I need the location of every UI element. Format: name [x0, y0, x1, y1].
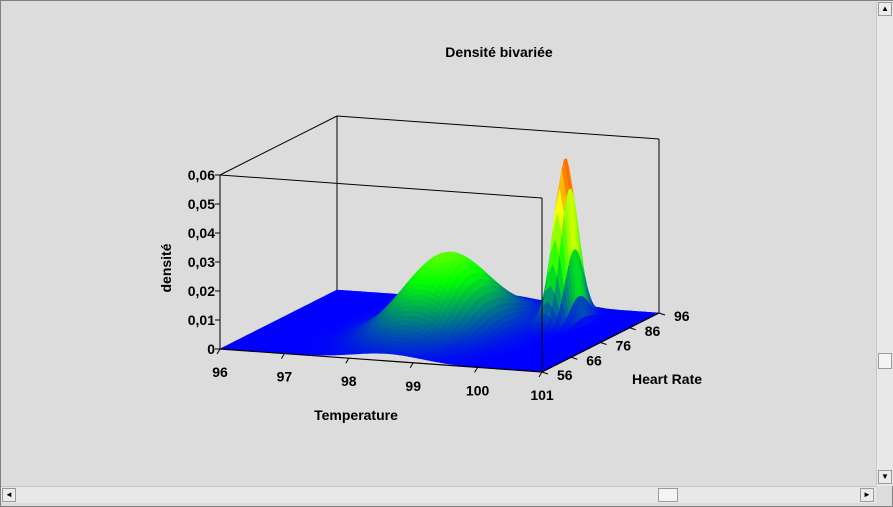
scroll-up-button[interactable]: ▲ [878, 2, 892, 16]
vertical-scrollbar[interactable]: ▲ ▼ [876, 1, 893, 486]
x-tick [538, 371, 543, 378]
x-tick-label: 97 [277, 369, 293, 385]
y-tick [541, 371, 549, 375]
z-axis-title: densité [158, 243, 174, 292]
box-edge [219, 348, 543, 373]
chart-title: Densité bivariée [445, 44, 553, 60]
horizontal-scroll-thumb[interactable] [658, 488, 678, 502]
y-tick-label: 86 [645, 323, 661, 339]
y-tick [658, 312, 666, 316]
x-tick [280, 353, 285, 359]
scroll-left-button[interactable]: ◄ [2, 488, 16, 502]
y-tick-label: 56 [557, 367, 573, 383]
x-tick [216, 348, 221, 355]
y-tick-label: 96 [674, 308, 690, 324]
z-tick-label: 0 [207, 341, 215, 357]
arrow-up-icon: ▲ [881, 4, 889, 13]
z-tick-label: 0,05 [188, 196, 215, 212]
x-tick-label: 98 [341, 373, 357, 389]
x-axis-title: Temperature [314, 407, 398, 423]
horizontal-scrollbar[interactable]: ◄ ► [1, 486, 876, 503]
x-tick-label: 99 [405, 378, 421, 394]
z-tick-label: 0,06 [188, 167, 215, 183]
box-edge [336, 115, 660, 140]
z-tick-label: 0,03 [188, 254, 215, 270]
scroll-down-button[interactable]: ▼ [878, 470, 892, 484]
x-tick [409, 362, 414, 369]
z-tick-label: 0,01 [188, 312, 215, 328]
y-axis-title: Heart Rate [632, 371, 702, 387]
y-tick [629, 327, 636, 331]
box-edge [219, 174, 543, 199]
arrow-left-icon: ◄ [5, 490, 13, 499]
density-surface [218, 158, 661, 373]
y-tick [571, 356, 578, 360]
arrow-down-icon: ▼ [881, 472, 889, 481]
arrow-right-icon: ► [863, 490, 871, 499]
y-tick-label: 76 [616, 338, 632, 354]
y-tick-label: 66 [586, 352, 602, 368]
box-edge [219, 115, 338, 176]
x-tick-label: 96 [212, 364, 228, 380]
box-front-edges [215, 174, 666, 378]
y-tick [600, 342, 607, 345]
x-tick [345, 357, 350, 364]
x-tick-label: 100 [466, 382, 490, 398]
x-tick-label: 101 [530, 387, 554, 403]
vertical-scroll-thumb[interactable] [878, 353, 892, 369]
x-tick [474, 367, 479, 373]
scrollbar-corner [876, 486, 892, 502]
box-back-edges [219, 115, 660, 313]
z-tick-label: 0,02 [188, 283, 215, 299]
scroll-right-button[interactable]: ► [860, 488, 874, 502]
z-tick-label: 0,04 [188, 225, 215, 241]
